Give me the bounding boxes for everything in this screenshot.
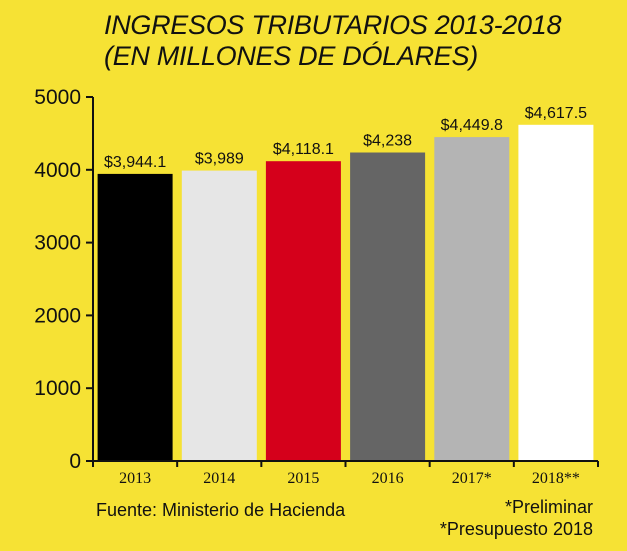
y-tick-label-5000: 5000 (34, 86, 81, 109)
data-label-2015: $4,118.1 (273, 141, 334, 158)
y-tick-label-0: 0 (69, 450, 81, 473)
x-tick-label-2014: 2014 (203, 470, 235, 487)
data-label-2018: $4,617.5 (525, 105, 587, 122)
y-tick-label-4000: 4000 (34, 159, 81, 182)
x-tick-label-2018: 2018** (532, 470, 580, 487)
x-tick-label-2017: 2017* (452, 470, 492, 487)
x-tick-label-2016: 2016 (372, 470, 404, 487)
bar-2017 (434, 137, 510, 461)
plot-area: $3,944.1 2013 $3,989 2014 $4,118.1 2015 $4,238… (34, 86, 599, 487)
chart-title-line-1: INGRESOS TRIBUTARIOS 2013-2018 (104, 10, 562, 40)
data-label-2016: $4,238 (363, 133, 412, 150)
x-tick-label-2015: 2015 (287, 470, 319, 487)
y-tick-label-1000: 1000 (34, 377, 81, 400)
bar-2015 (265, 161, 341, 461)
bar-2018 (518, 124, 594, 462)
chart-title-line-2: (EN MILLONES DE DÓLARES) (104, 41, 478, 71)
bar-2016 (350, 152, 426, 461)
source-note: Fuente: Ministerio de Hacienda (96, 500, 346, 520)
footnote-preliminar: *Preliminar (504, 497, 593, 517)
x-tick-label-2013: 2013 (119, 470, 151, 487)
bar-2014 (181, 170, 257, 461)
footnotes: *Preliminar *Presupuesto 2018 (440, 496, 593, 540)
bar-2013 (97, 173, 173, 461)
data-label-2013: $3,944.1 (104, 154, 166, 171)
data-label-2014: $3,989 (195, 151, 244, 168)
chart-title: INGRESOS TRIBUTARIOS 2013-2018 (EN MILLO… (104, 10, 561, 72)
y-tick-label-3000: 3000 (34, 232, 81, 255)
data-label-2017: $4,449.8 (441, 117, 503, 134)
y-tick-label-2000: 2000 (34, 304, 81, 327)
footnote-presupuesto: *Presupuesto 2018 (439, 519, 593, 539)
